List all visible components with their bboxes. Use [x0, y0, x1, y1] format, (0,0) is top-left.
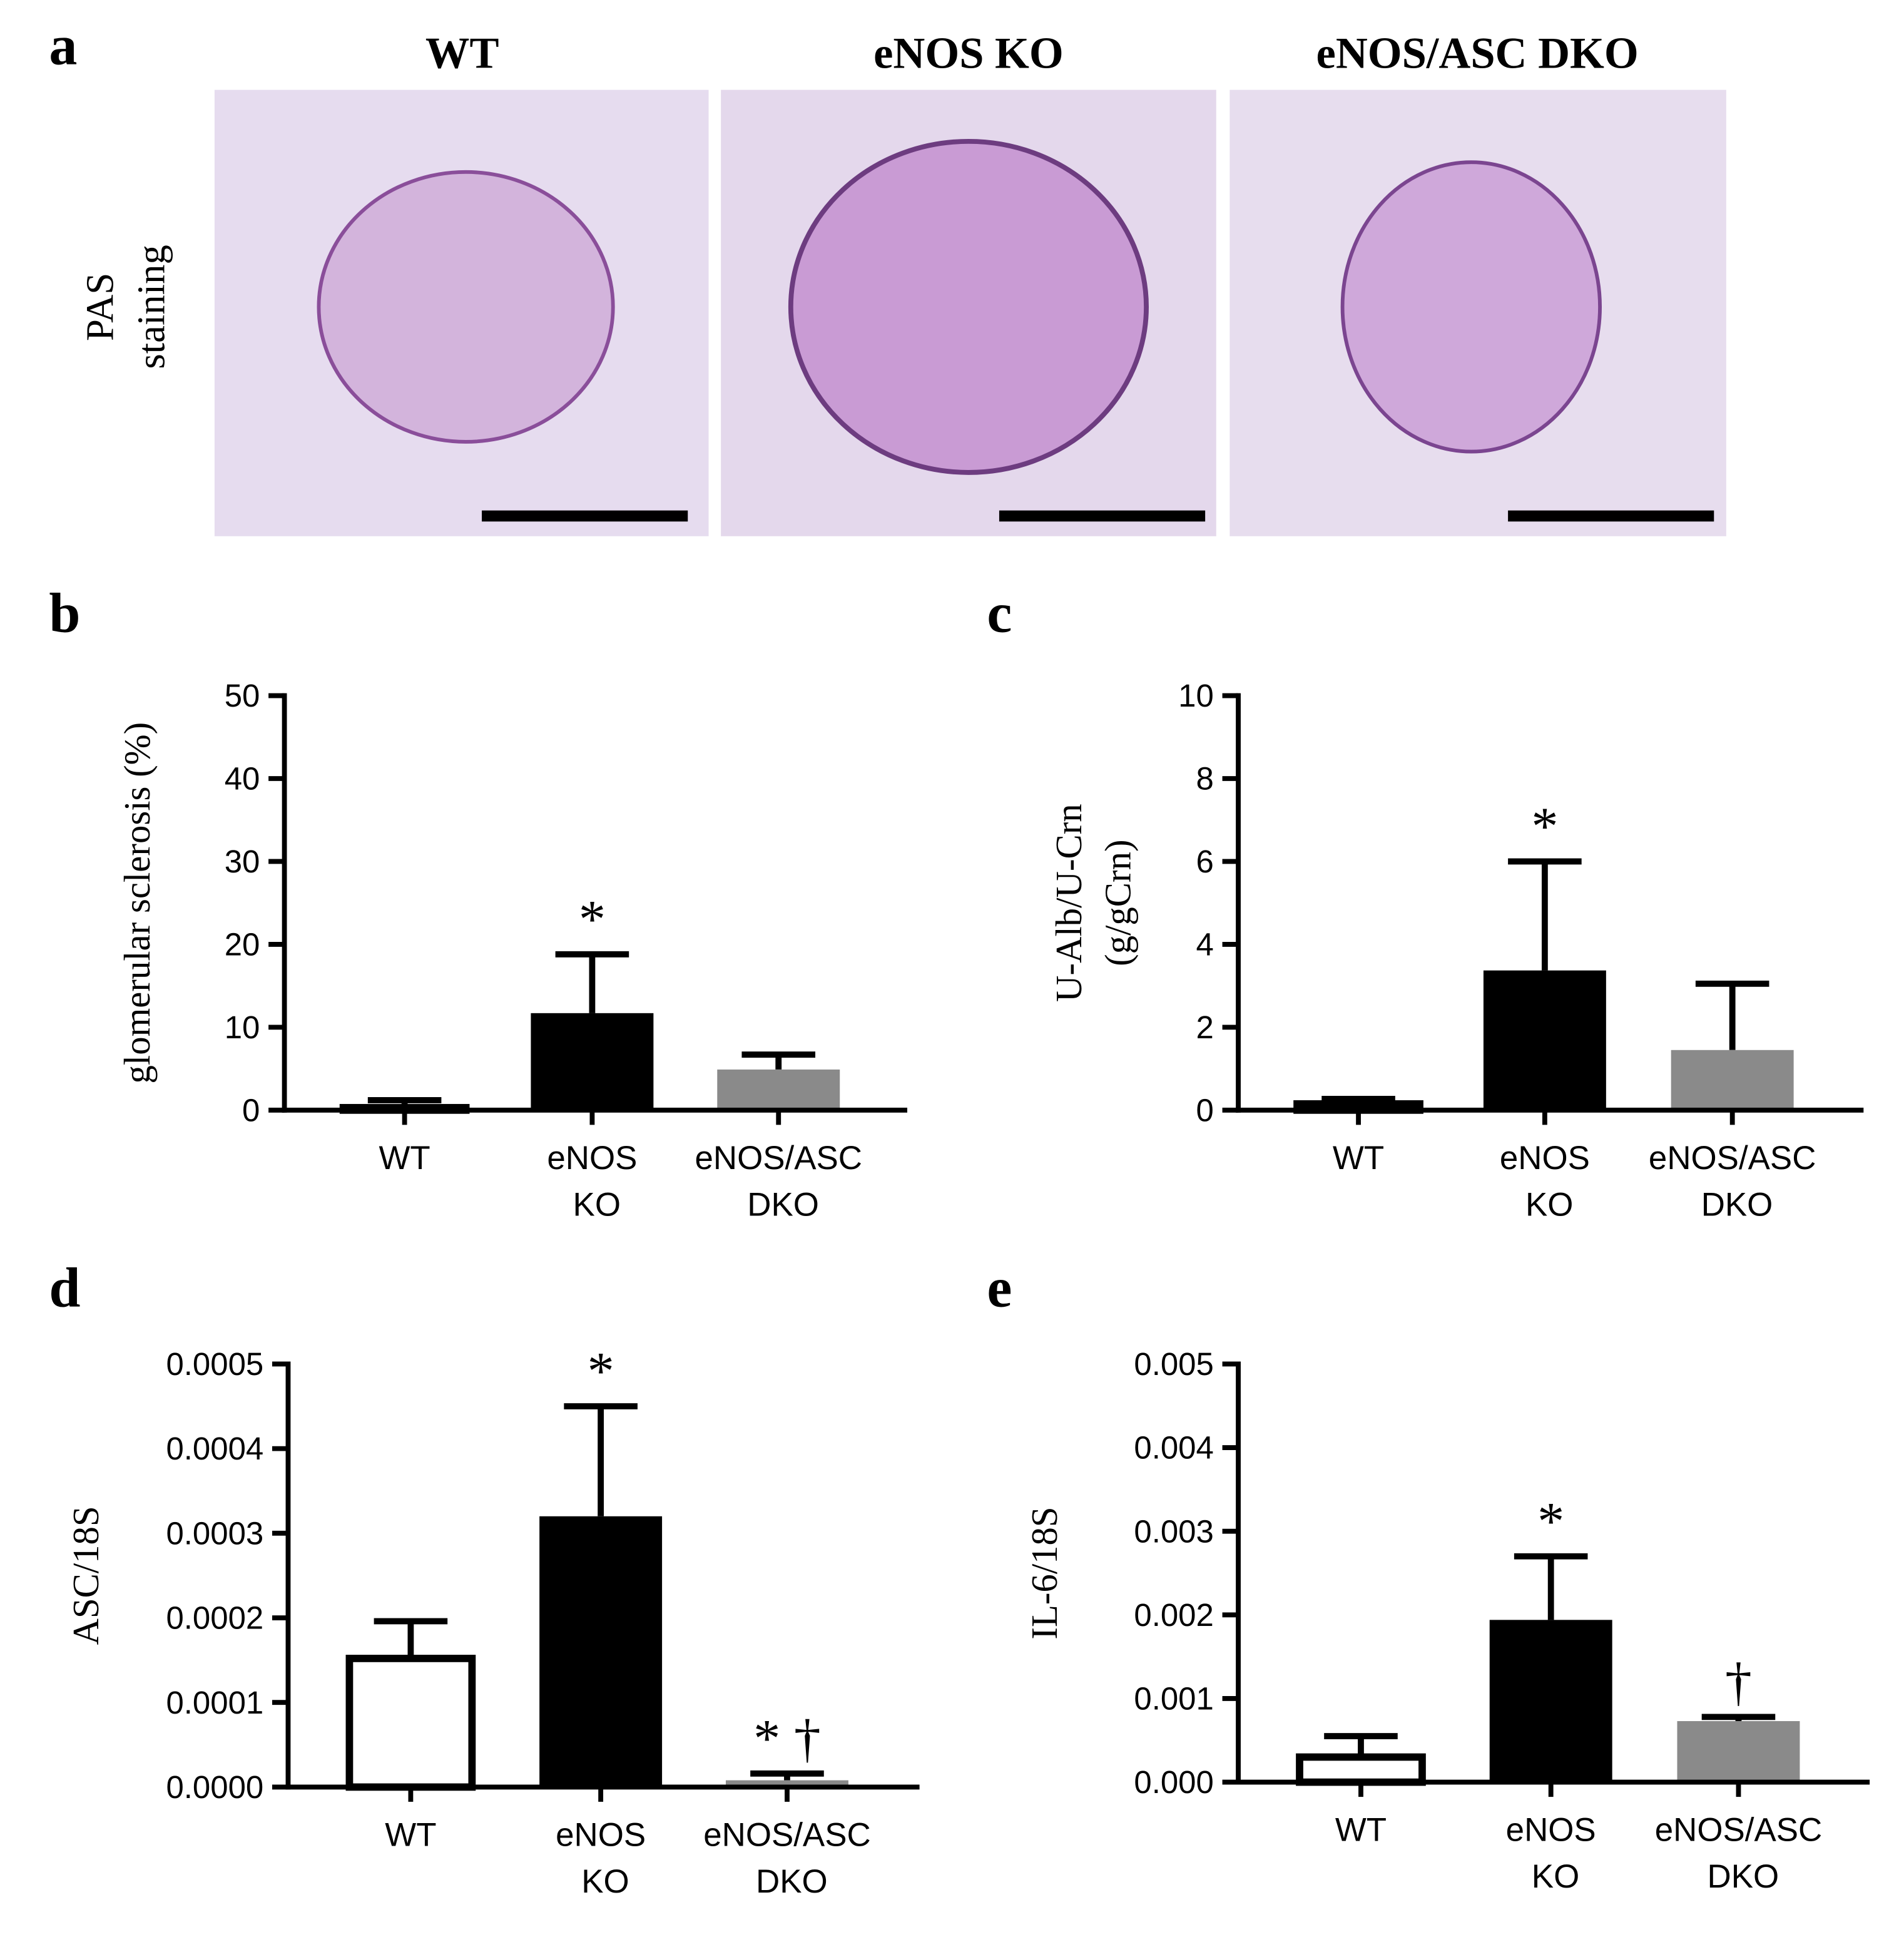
bar: [1483, 970, 1606, 1110]
bar: [1671, 1050, 1794, 1110]
panel-label: d: [49, 1257, 80, 1319]
y-axis-label: IL-6/18S: [1024, 1506, 1065, 1639]
y-tick-label: 4: [1196, 927, 1213, 963]
significance-mark: *: [1537, 1491, 1564, 1551]
y-tick-label: 10: [225, 1009, 260, 1045]
bar: [531, 1013, 654, 1110]
panel-title: eNOS KO: [873, 29, 1064, 78]
x-tick-label: eNOS KO: [556, 1816, 646, 1899]
x-tick-label: eNOS KO: [1506, 1812, 1596, 1895]
scale-bar: [482, 510, 688, 522]
x-tick-label: WT: [1335, 1812, 1387, 1849]
y-axis-label: ASC/18S: [66, 1506, 106, 1645]
y-tick-label: 8: [1196, 761, 1213, 797]
y-tick-label: 0.004: [1134, 1430, 1213, 1466]
panel-label: a: [49, 14, 77, 76]
bar: [345, 1655, 476, 1791]
y-tick-label: 0: [242, 1092, 260, 1128]
y-tick-label: 0.0005: [166, 1346, 263, 1382]
x-tick-label: eNOS/ASC DKO: [1655, 1812, 1822, 1895]
panel-label: e: [987, 1257, 1012, 1319]
significance-mark: * †: [753, 1708, 821, 1768]
y-tick-label: 0.0003: [166, 1515, 263, 1551]
y-tick-label: 20: [225, 927, 260, 963]
panel-title: eNOS/ASC DKO: [1316, 29, 1639, 78]
y-tick-label: 0.0004: [166, 1431, 263, 1466]
bar: [1677, 1721, 1800, 1782]
y-tick-label: 0.0000: [166, 1769, 263, 1805]
row-label: PAS: [78, 273, 121, 341]
significance-mark: †: [1725, 1652, 1752, 1712]
glomerulus: [788, 138, 1149, 475]
bar: [1489, 1620, 1612, 1782]
y-tick-label: 0.000: [1134, 1764, 1213, 1800]
x-tick-label: eNOS KO: [547, 1140, 637, 1223]
row-label: staining: [130, 245, 173, 369]
y-axis-label: U-Alb/U-Crn: [1049, 804, 1089, 1002]
x-tick-label: WT: [385, 1816, 436, 1853]
panel-title: WT: [425, 29, 499, 78]
y-tick-label: 0.0001: [166, 1685, 263, 1720]
significance-mark: *: [588, 1341, 614, 1401]
y-tick-label: 0: [1196, 1092, 1213, 1128]
y-axis-label: (g/gCrn): [1098, 839, 1139, 966]
y-tick-label: 0.002: [1134, 1597, 1213, 1633]
x-tick-label: eNOS/ASC DKO: [703, 1816, 870, 1899]
y-tick-label: 0.001: [1134, 1681, 1213, 1717]
panel-label: c: [987, 583, 1012, 645]
bar: [717, 1069, 840, 1110]
y-tick-label: 50: [225, 678, 260, 713]
y-tick-label: 0.0002: [166, 1600, 263, 1636]
panel-label: b: [49, 583, 80, 645]
significance-mark: *: [1531, 796, 1558, 856]
scale-bar: [999, 510, 1206, 522]
y-tick-label: 0.005: [1134, 1346, 1213, 1382]
y-tick-label: 40: [225, 761, 260, 797]
significance-mark: *: [579, 889, 606, 949]
glomerulus: [1340, 160, 1602, 454]
y-axis-label: glomerular sclerosis (%): [117, 722, 158, 1084]
y-tick-label: 6: [1196, 844, 1213, 879]
x-tick-label: eNOS/ASC DKO: [695, 1140, 862, 1223]
x-tick-label: WT: [379, 1140, 430, 1177]
y-tick-label: 10: [1178, 678, 1214, 713]
micrographs: [214, 89, 1726, 536]
y-tick-label: 30: [225, 844, 260, 879]
glomerulus: [317, 170, 615, 444]
y-tick-label: 2: [1196, 1009, 1213, 1045]
x-tick-label: eNOS/ASC DKO: [1649, 1140, 1816, 1223]
bar: [539, 1516, 663, 1787]
bar: [1296, 1753, 1426, 1786]
x-tick-label: eNOS KO: [1500, 1140, 1590, 1223]
scale-bar: [1508, 510, 1714, 522]
x-tick-label: WT: [1333, 1140, 1384, 1177]
bar: [725, 1780, 848, 1787]
y-tick-label: 0.003: [1134, 1513, 1213, 1549]
